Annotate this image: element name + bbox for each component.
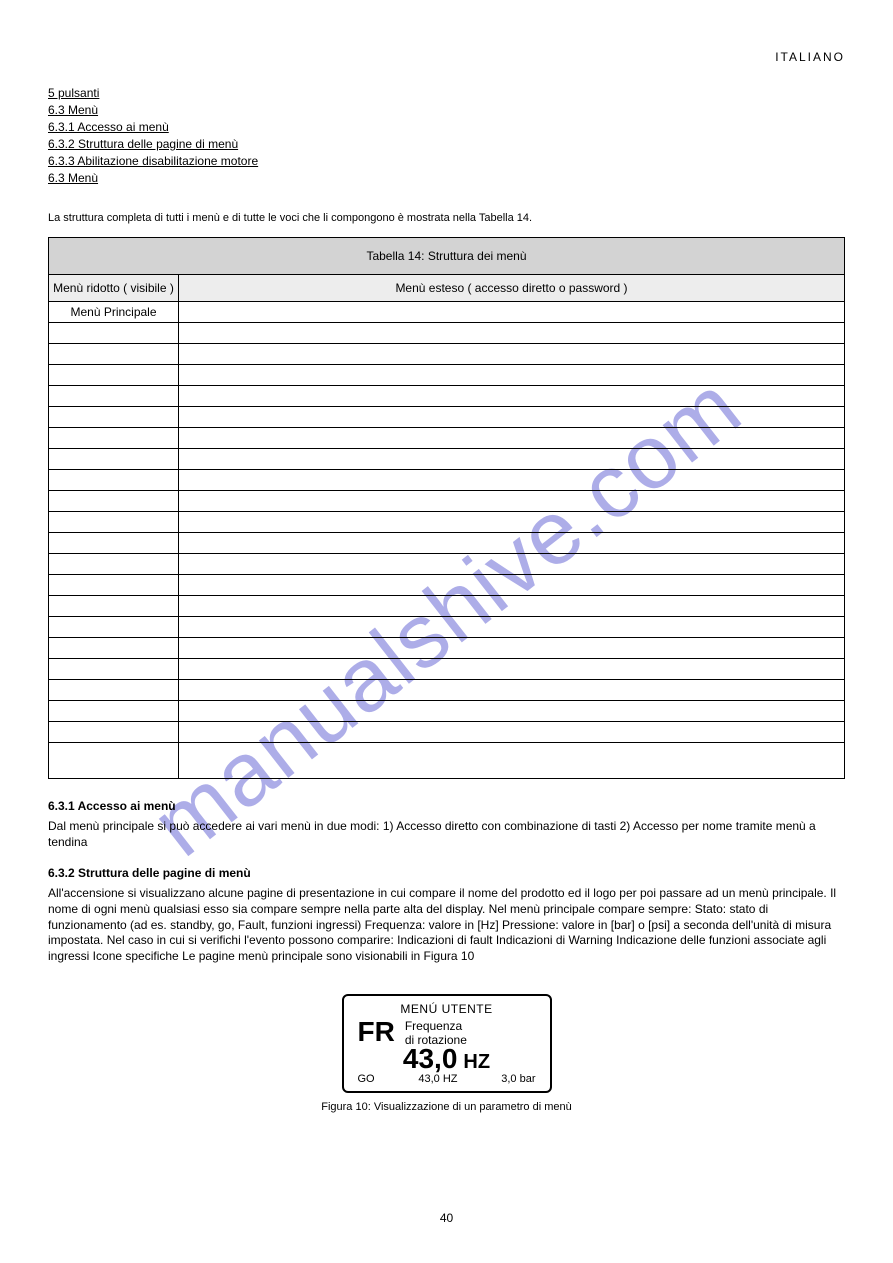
cell-desc bbox=[179, 344, 845, 365]
table-row bbox=[49, 596, 845, 617]
cell-desc bbox=[179, 512, 845, 533]
cell-desc bbox=[179, 743, 845, 779]
cell-menu bbox=[49, 638, 179, 659]
note: La struttura completa di tutti i menù e … bbox=[48, 211, 845, 225]
cell-menu bbox=[49, 344, 179, 365]
links-block: 5 pulsanti 6.3 Menù 6.3.1 Accesso ai men… bbox=[48, 86, 845, 185]
cell-desc bbox=[179, 365, 845, 386]
lcd-go: GO bbox=[358, 1073, 375, 1085]
cell-menu bbox=[49, 680, 179, 701]
cell-desc bbox=[179, 680, 845, 701]
cell-menu bbox=[49, 596, 179, 617]
cell-desc bbox=[179, 449, 845, 470]
table-row bbox=[49, 491, 845, 512]
link-2[interactable]: 6.3.1 Accesso ai menù bbox=[48, 120, 169, 134]
section-body-2: All'accensione si visualizzano alcune pa… bbox=[48, 886, 845, 964]
section-body-1: Dal menù principale si può accedere ai v… bbox=[48, 819, 845, 850]
cell-menu bbox=[49, 533, 179, 554]
table-row bbox=[49, 365, 845, 386]
cell-menu bbox=[49, 323, 179, 344]
figure-caption: Figura 10: Visualizzazione di un paramet… bbox=[48, 1101, 845, 1113]
table-row bbox=[49, 638, 845, 659]
cell-menu bbox=[49, 512, 179, 533]
menu-table: Tabella 14: Struttura dei menù Menù rido… bbox=[48, 237, 845, 779]
table-row bbox=[49, 512, 845, 533]
section-title-2: 6.3.2 Struttura delle pagine di menù bbox=[48, 866, 845, 880]
cell-menu bbox=[49, 491, 179, 512]
table-row bbox=[49, 407, 845, 428]
cell-desc bbox=[179, 617, 845, 638]
cell-desc bbox=[179, 302, 845, 323]
cell-menu: Menù Principale bbox=[49, 302, 179, 323]
cell-menu bbox=[49, 743, 179, 779]
cell-desc bbox=[179, 323, 845, 344]
cell-desc bbox=[179, 638, 845, 659]
cell-menu bbox=[49, 617, 179, 638]
cell-menu bbox=[49, 428, 179, 449]
link-5[interactable]: 6.3 Menù bbox=[48, 171, 98, 185]
lcd-hz: HZ bbox=[463, 1051, 490, 1074]
cell-menu bbox=[49, 722, 179, 743]
cell-menu bbox=[49, 659, 179, 680]
link-3[interactable]: 6.3.2 Struttura delle pagine di menù bbox=[48, 137, 238, 151]
lcd-bottom-bar: 3,0 bar bbox=[501, 1073, 535, 1085]
table-row: Menù Principale bbox=[49, 302, 845, 323]
cell-desc bbox=[179, 428, 845, 449]
cell-desc bbox=[179, 533, 845, 554]
cell-desc bbox=[179, 575, 845, 596]
cell-desc bbox=[179, 407, 845, 428]
cell-menu bbox=[49, 701, 179, 722]
table-row bbox=[49, 428, 845, 449]
col-header-2: Menù esteso ( accesso diretto o password… bbox=[179, 275, 845, 302]
cell-desc bbox=[179, 470, 845, 491]
cell-menu bbox=[49, 470, 179, 491]
link-1[interactable]: 6.3 Menù bbox=[48, 103, 98, 117]
cell-desc bbox=[179, 386, 845, 407]
cell-desc bbox=[179, 659, 845, 680]
table-row bbox=[49, 743, 845, 779]
table-row bbox=[49, 575, 845, 596]
table-row bbox=[49, 680, 845, 701]
table-row bbox=[49, 386, 845, 407]
lcd-value: 43,0 bbox=[403, 1043, 458, 1075]
cell-desc bbox=[179, 596, 845, 617]
table-row bbox=[49, 659, 845, 680]
col-header-1: Menù ridotto ( visibile ) bbox=[49, 275, 179, 302]
lcd-menu: MENÚ UTENTE bbox=[358, 1002, 536, 1016]
section-title-1: 6.3.1 Accesso ai menù bbox=[48, 799, 845, 813]
lcd-desc1: Frequenza bbox=[405, 1020, 467, 1033]
cell-menu bbox=[49, 575, 179, 596]
lcd-figure: MENÚ UTENTE FR Frequenza di rotazione 43… bbox=[48, 994, 845, 1112]
lcd-bottom-hz: 43,0 HZ bbox=[418, 1073, 457, 1085]
table-row bbox=[49, 554, 845, 575]
table-row bbox=[49, 470, 845, 491]
table-row bbox=[49, 344, 845, 365]
table-title: Tabella 14: Struttura dei menù bbox=[49, 238, 845, 275]
page-header: ITALIANO bbox=[48, 50, 845, 64]
cell-menu bbox=[49, 365, 179, 386]
page-number: 40 bbox=[0, 1211, 893, 1225]
table-row bbox=[49, 722, 845, 743]
table-row bbox=[49, 449, 845, 470]
link-4[interactable]: 6.3.3 Abilitazione disabilitazione motor… bbox=[48, 154, 258, 168]
table-row bbox=[49, 533, 845, 554]
link-0[interactable]: 5 pulsanti bbox=[48, 86, 99, 100]
lcd-display: MENÚ UTENTE FR Frequenza di rotazione 43… bbox=[342, 994, 552, 1092]
cell-menu bbox=[49, 449, 179, 470]
cell-desc bbox=[179, 554, 845, 575]
cell-menu bbox=[49, 407, 179, 428]
cell-desc bbox=[179, 722, 845, 743]
table-row bbox=[49, 617, 845, 638]
cell-desc bbox=[179, 701, 845, 722]
cell-desc bbox=[179, 491, 845, 512]
cell-menu bbox=[49, 386, 179, 407]
table-row bbox=[49, 323, 845, 344]
cell-menu bbox=[49, 554, 179, 575]
lcd-fr: FR bbox=[358, 1018, 395, 1046]
table-row bbox=[49, 701, 845, 722]
